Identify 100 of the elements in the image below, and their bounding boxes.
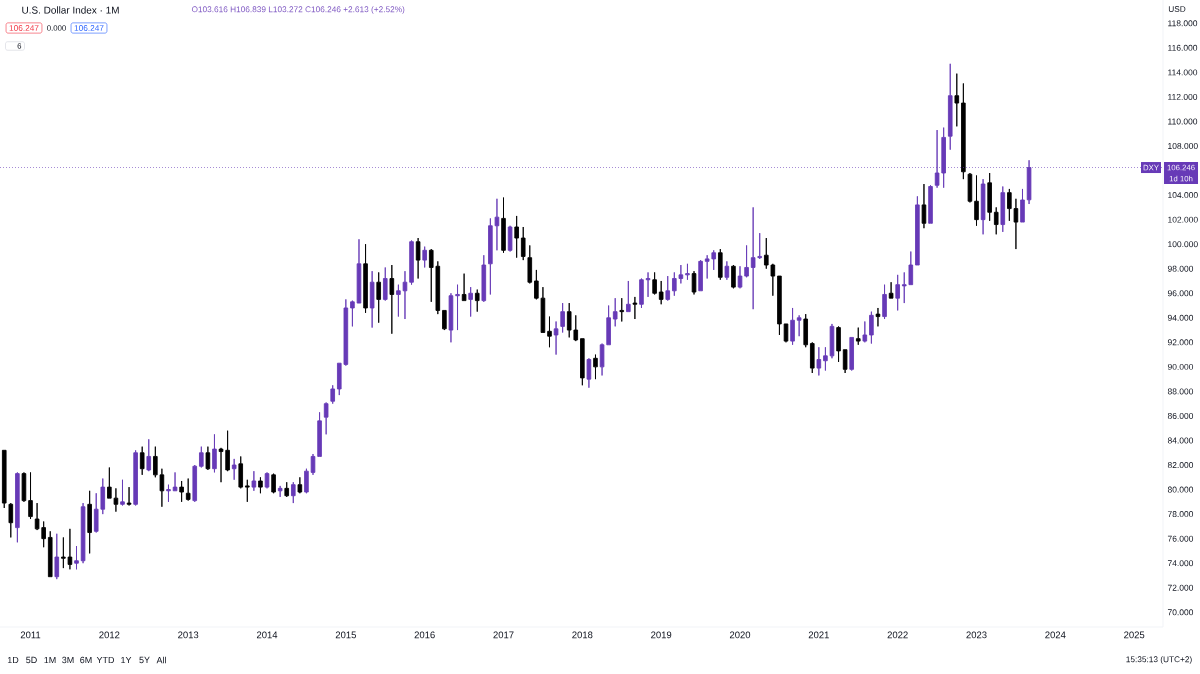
candlestick <box>921 183 927 229</box>
x-tick-label: 2014 <box>256 631 278 639</box>
candlestick <box>612 297 618 327</box>
candlestick <box>875 307 881 327</box>
candlestick <box>153 446 158 478</box>
candlestick <box>1020 188 1025 223</box>
candlestick <box>652 271 657 295</box>
candlestick <box>560 302 565 333</box>
candlestick <box>658 280 664 305</box>
candlestick <box>126 486 132 506</box>
candlestick <box>28 471 33 520</box>
x-tick-label: 2022 <box>887 631 908 639</box>
candlestick <box>251 470 257 492</box>
candlestick <box>691 270 697 295</box>
candlestick <box>231 458 237 481</box>
candlestick <box>862 321 868 343</box>
y-tick-label: 92.000 <box>1167 339 1194 346</box>
candlestick <box>842 349 848 374</box>
x-tick-label: 2024 <box>1045 631 1066 639</box>
text: All <box>156 656 166 664</box>
candlestick <box>258 476 263 494</box>
candlestick <box>317 411 322 457</box>
y-tick-label: 86.000 <box>1167 412 1194 419</box>
candlestick <box>809 341 815 374</box>
candlestick <box>593 354 598 380</box>
x-tick-label: 2013 <box>178 631 199 639</box>
candlestick <box>547 316 552 348</box>
candlestick <box>442 309 447 331</box>
candlestick <box>330 384 335 405</box>
y-tick-label: 90.000 <box>1167 363 1194 370</box>
candlestick <box>382 267 388 302</box>
y-tick-label: 102.000 <box>1168 216 1198 223</box>
candlestick <box>626 280 631 313</box>
candlestick <box>639 278 644 309</box>
candlestick <box>980 178 986 235</box>
y-tick-label: 100.000 <box>1168 241 1198 248</box>
candlestick <box>888 281 894 299</box>
candlestick <box>803 313 808 348</box>
x-tick-label: 2012 <box>99 631 120 639</box>
y-tick-label: 74.000 <box>1167 560 1194 567</box>
candlestick <box>514 215 519 259</box>
text: USD <box>1168 6 1186 12</box>
candlestick <box>264 471 270 489</box>
candlestick <box>166 484 171 503</box>
text: 1Y <box>121 656 132 664</box>
candlestick <box>172 471 178 492</box>
candlestick <box>606 305 611 346</box>
text: 5Y <box>139 656 150 664</box>
candlestick <box>790 307 795 346</box>
candlestick <box>389 264 395 335</box>
candlestick <box>297 476 303 494</box>
candlestick <box>376 271 381 324</box>
candlestick <box>645 271 651 298</box>
x-tick-label: 2025 <box>1124 631 1145 639</box>
y-tick-label: 84.000 <box>1167 437 1194 444</box>
candlestick <box>553 321 559 356</box>
candlestick <box>179 480 184 503</box>
candlestick <box>527 244 533 284</box>
text: 6M <box>80 656 92 664</box>
y-tick-label: 104.000 <box>1168 192 1198 199</box>
candlestick <box>15 471 20 543</box>
x-tick-label: 2016 <box>414 631 435 639</box>
candlestick <box>737 265 743 289</box>
candlestick <box>199 446 204 468</box>
candlestick <box>993 206 999 235</box>
candlestick <box>468 286 473 318</box>
candlestick <box>954 73 960 127</box>
candlestick <box>777 275 782 336</box>
candlestick <box>855 327 861 346</box>
candlestick <box>961 82 966 180</box>
candlestick <box>310 453 316 476</box>
y-tick-label: 72.000 <box>1167 584 1194 591</box>
text: YTD <box>96 656 115 664</box>
candlestick <box>461 273 467 302</box>
candlestick <box>619 297 625 322</box>
candlestick <box>304 468 309 494</box>
candlestick <box>698 259 703 292</box>
text: 15:35:13 (UTC+2) <box>1126 656 1192 664</box>
candlestick <box>796 314 802 337</box>
candlestick <box>816 346 822 376</box>
text: 3M <box>62 656 74 664</box>
candlestick <box>238 455 244 489</box>
x-tick-label: 2023 <box>966 631 987 639</box>
candlestick <box>731 264 736 289</box>
y-tick-label: 112.000 <box>1168 93 1198 100</box>
candlestick <box>632 296 638 320</box>
candlestick <box>422 246 427 268</box>
annotation: O103.616 H106.839 L103.272 C106.246 +2.613 (+2.52%) <box>191 6 405 14</box>
x-tick-label: 2011 <box>20 631 41 639</box>
candlestick <box>146 438 152 472</box>
candlestick <box>159 468 165 508</box>
candlestick <box>783 323 789 343</box>
x-tick-label: 2020 <box>729 631 751 639</box>
y-tick-label: 116.000 <box>1168 44 1198 51</box>
text: 1M <box>44 656 56 664</box>
y-tick-label: 78.000 <box>1167 511 1194 518</box>
y-tick-label: 96.000 <box>1167 290 1194 297</box>
candlestick <box>928 184 933 224</box>
y-tick-label: 98.000 <box>1167 265 1194 272</box>
candlestick <box>74 545 79 570</box>
